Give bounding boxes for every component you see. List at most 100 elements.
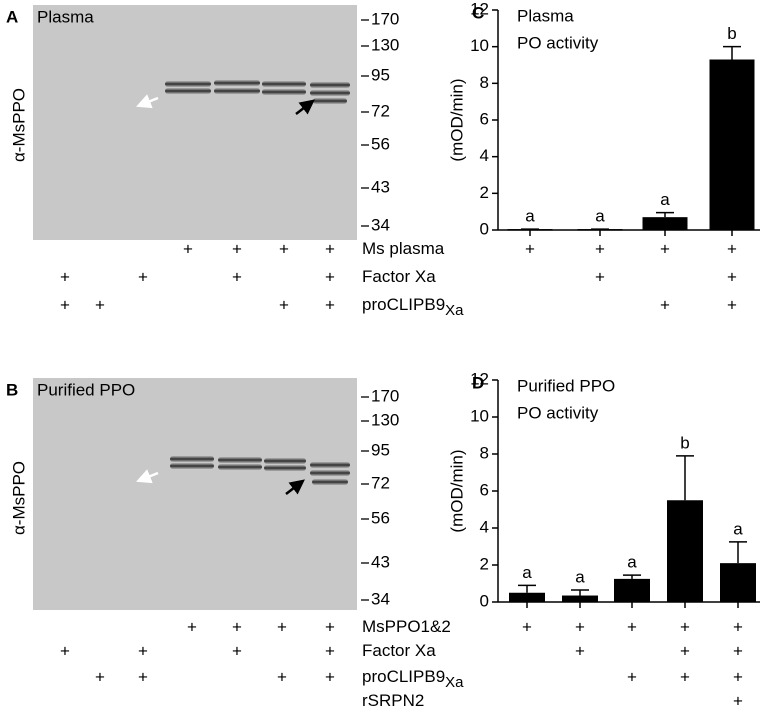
condition-sign: + [232, 617, 242, 636]
condition-sign: + [575, 617, 585, 636]
marker-label: 130 [371, 410, 399, 429]
y-tick-label: 10 [470, 36, 489, 55]
condition-name: Factor Xa [362, 641, 436, 660]
error-bar [571, 589, 589, 596]
blot-ylabel: α-MsPPO [9, 88, 28, 162]
condition-sign: + [660, 239, 670, 258]
panel-letter: B [6, 380, 18, 399]
condition-name: proCLIPB9 [362, 295, 445, 314]
condition-subscript: Xa [445, 674, 464, 691]
marker-label: 56 [371, 134, 390, 153]
y-tick-label: 8 [480, 443, 489, 462]
blot-title: Purified PPO [37, 380, 135, 399]
blot-image [33, 5, 357, 240]
condition-sign: + [138, 667, 148, 686]
condition-name: Ms plasma [362, 239, 445, 258]
condition-sign: + [525, 239, 535, 258]
condition-sign: + [325, 641, 335, 660]
y-tick-label: 2 [480, 183, 489, 202]
condition-sign: + [232, 267, 242, 286]
marker-label: 34 [371, 589, 390, 608]
error-bar [729, 541, 747, 564]
panel-letter: D [472, 373, 484, 392]
condition-sign: + [595, 267, 605, 286]
error-bar [723, 45, 741, 60]
condition-sign: + [627, 617, 637, 636]
blot-ylabel: α-MsPPO [9, 461, 28, 535]
condition-sign: + [660, 295, 670, 314]
marker-label: 95 [371, 440, 390, 459]
condition-sign: + [95, 295, 105, 314]
condition-sign: + [138, 267, 148, 286]
blot-band [218, 457, 262, 463]
condition-label: rSRPN2 [362, 691, 424, 710]
significance-letter: b [680, 433, 689, 452]
blot-title: Plasma [37, 7, 94, 26]
condition-sign: + [733, 691, 743, 710]
bar [562, 595, 598, 602]
y-tick-label: 12 [470, 0, 489, 18]
error-bar [656, 211, 674, 218]
condition-sign: + [727, 295, 737, 314]
bar [614, 578, 650, 602]
bar [509, 592, 545, 602]
marker-label: 130 [371, 35, 399, 54]
significance-letter: a [660, 190, 670, 209]
condition-label: MsPPO1&2 [362, 617, 451, 636]
condition-sign: + [522, 617, 532, 636]
y-tick-label: 2 [480, 554, 489, 573]
condition-sign: + [325, 295, 335, 314]
significance-letter: a [733, 519, 743, 538]
condition-label: Factor Xa [362, 267, 436, 286]
y-tick-label: 0 [480, 591, 489, 610]
error-bar [676, 455, 694, 501]
y-tick-label: 4 [480, 517, 489, 536]
panel-letter: A [6, 7, 18, 26]
panel-letter: C [472, 3, 484, 22]
condition-sign: + [680, 641, 690, 660]
condition-sign: + [733, 667, 743, 686]
blot-band [214, 88, 260, 94]
condition-sign: + [680, 667, 690, 686]
condition-sign: + [325, 239, 335, 258]
blot-band [262, 81, 306, 87]
chart-subtitle: PO activity [517, 403, 599, 422]
condition-label: proCLIPB9Xa [362, 667, 464, 690]
blot-band [218, 464, 262, 470]
condition-sign: + [279, 295, 289, 314]
condition-sign: + [575, 641, 585, 660]
condition-sign: + [325, 667, 335, 686]
condition-sign: + [232, 641, 242, 660]
condition-name: proCLIPB9 [362, 667, 445, 686]
condition-sign: + [60, 295, 70, 314]
error-bar [518, 584, 536, 593]
black-arrow [295, 99, 315, 115]
condition-sign: + [187, 617, 197, 636]
blot-band [310, 82, 350, 88]
condition-label: proCLIPB9Xa [362, 295, 464, 318]
bar [667, 500, 703, 602]
y-axis-label: (mOD/min) [447, 78, 466, 161]
blot-band [310, 90, 350, 96]
condition-sign: + [277, 667, 287, 686]
condition-subscript: Xa [445, 302, 464, 319]
chart-subtitle: PO activity [517, 33, 599, 52]
y-axis-label: (mOD/min) [447, 449, 466, 532]
marker-label: 43 [371, 552, 390, 571]
marker-label: 95 [371, 65, 390, 84]
error-bar [623, 574, 641, 579]
condition-name: MsPPO1&2 [362, 617, 451, 636]
condition-sign: + [727, 267, 737, 286]
blot-band [262, 89, 306, 95]
bar [720, 563, 756, 602]
y-tick-label: 6 [480, 109, 489, 128]
significance-letter: a [627, 553, 637, 572]
blot-band [310, 470, 350, 476]
chart-title: Plasma [517, 6, 574, 25]
significance-letter: a [595, 207, 605, 226]
marker-label: 34 [371, 215, 390, 234]
condition-sign: + [325, 617, 335, 636]
blot-band [312, 479, 348, 485]
marker-label: 56 [371, 508, 390, 527]
